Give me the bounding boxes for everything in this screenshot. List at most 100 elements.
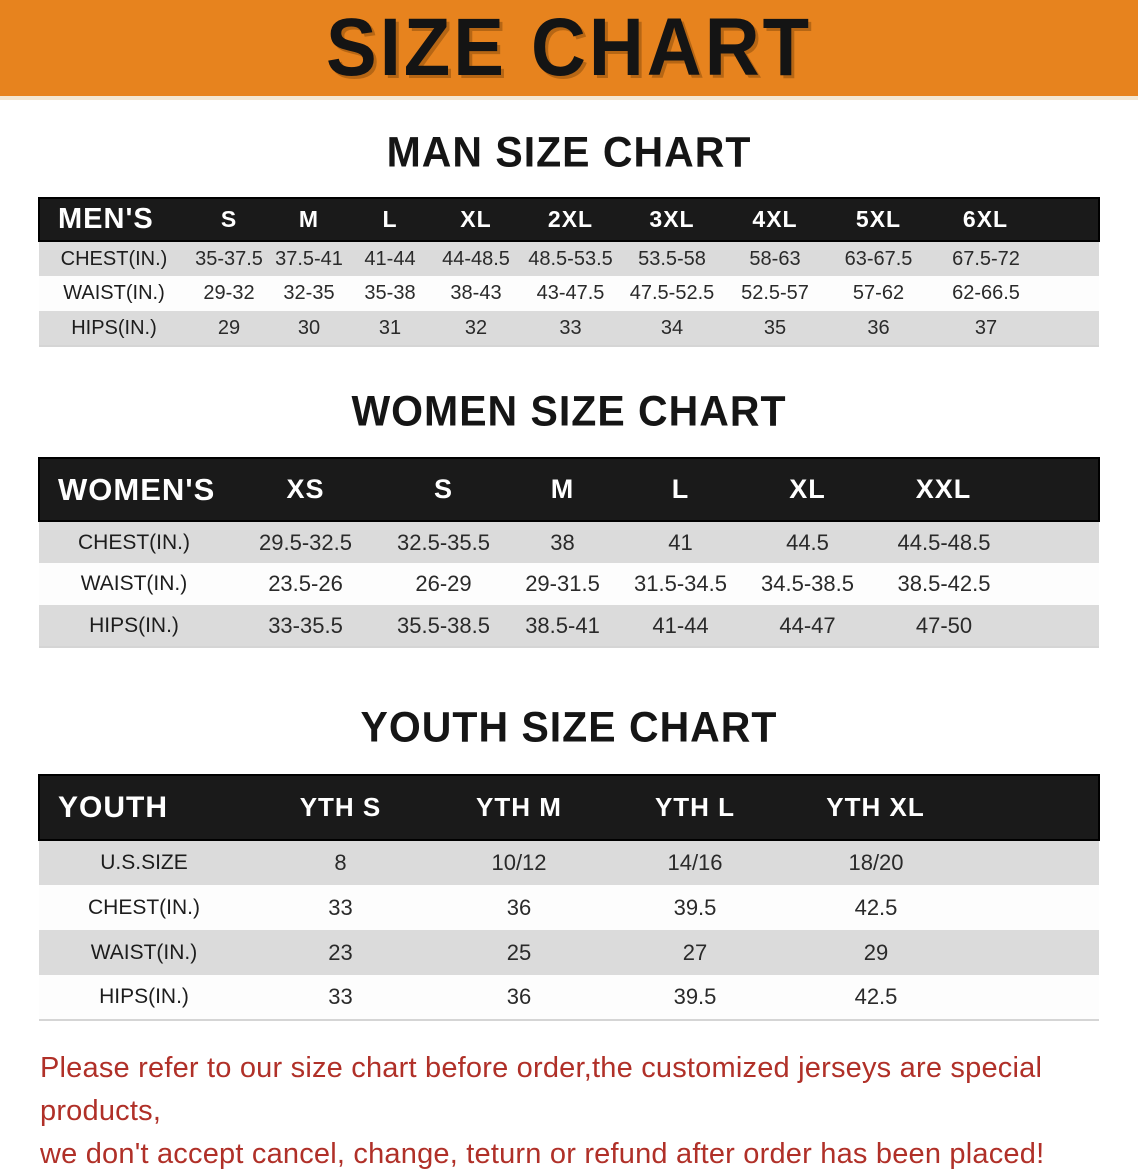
size-value-cell: 41-44 — [652, 612, 709, 638]
size-column-header: XL — [789, 474, 826, 504]
size-value-cell: 30 — [297, 316, 321, 339]
measurement-row-label: WAIST(IN.) — [90, 940, 198, 964]
disclaimer-line-2: we don't accept cancel, change, teturn o… — [40, 1138, 1045, 1170]
size-value-cell: 10/12 — [491, 850, 547, 875]
youth-size-table: YOUTH YTH S YTH M YTH L YTH XL U.S.SIZE 8 10/12… — [38, 774, 1100, 1021]
size-value-cell: 48.5-53.5 — [528, 247, 613, 270]
banner: SIZE CHART — [0, 0, 1138, 100]
size-value-cell: 62-66.5 — [952, 282, 1020, 304]
header-row: MEN'S S M L XL 2XL 3XL 4XL 5XL 6XL — [39, 198, 1099, 241]
size-value-cell: 41-44 — [364, 247, 416, 270]
size-value-cell: 47.5-52.5 — [629, 282, 715, 304]
size-value-cell: 29 — [863, 939, 889, 965]
measurement-row: CHEST(IN.) 35-37.5 37.5-41 41-44 44-48.5 48.5… — [39, 241, 1099, 276]
measurement-row-label: CHEST(IN.) — [60, 247, 168, 270]
size-value-cell: 53.5-58 — [638, 247, 706, 270]
size-column-header: L — [671, 474, 690, 504]
measurement-row-label: WAIST(IN.) — [80, 572, 188, 595]
disclaimer-line-1: Please refer to our size chart before or… — [40, 1052, 1043, 1127]
youth-size-section: YOUTH SIZE CHART YOUTH YTH S YTH M YTH L YTH… — [0, 703, 1138, 1021]
disclaimer: Please refer to our size chart before or… — [40, 1047, 1100, 1176]
size-value-cell: 37.5-41 — [275, 247, 343, 270]
measurement-row-label: U.S.SIZE — [100, 851, 188, 874]
size-table-body: CHEST(IN.) 35-37.5 37.5-41 41-44 44-48.5 48.5… — [39, 241, 1099, 346]
size-value-cell: 52.5-57 — [741, 282, 809, 304]
measurement-row: WAIST(IN.) 29-32 32-35 35-38 38-43 43-47.5 47.… — [39, 276, 1099, 311]
women-size-section: WOMEN SIZE CHART WOMEN'S XS S M L XL XXL CHEST(… — [0, 387, 1138, 648]
size-value-cell: 41 — [668, 529, 693, 555]
size-column-header: 6XL — [962, 206, 1009, 232]
header-row: WOMEN'S XS S M L XL XXL — [39, 458, 1099, 521]
size-value-cell: 44-48.5 — [442, 247, 510, 270]
size-value-cell: 14/16 — [667, 850, 723, 875]
size-value-cell: 18/20 — [848, 850, 904, 875]
size-column-header: L — [382, 206, 398, 232]
measurement-row: WAIST(IN.) 23 25 27 29 — [39, 930, 1099, 975]
size-value-cell: 63-67.5 — [844, 247, 913, 270]
size-column-header: YTH M — [476, 792, 562, 822]
size-value-cell: 42.5 — [854, 984, 898, 1009]
size-value-cell: 43-47.5 — [536, 282, 605, 304]
measurement-row: HIPS(IN.) 33-35.5 35.5-38.5 38.5-41 41-44 44-… — [39, 605, 1099, 647]
size-value-cell: 32 — [464, 316, 488, 339]
size-column-header: M — [298, 206, 320, 232]
size-value-cell: 44-47 — [779, 612, 836, 638]
women-section-heading: WOMEN SIZE CHART — [351, 387, 787, 435]
table-corner-label: YOUTH — [58, 790, 168, 824]
size-value-cell: 26-29 — [415, 571, 472, 596]
size-column-header: YTH L — [654, 792, 736, 822]
size-value-cell: 29 — [217, 316, 241, 339]
size-value-cell: 57-62 — [852, 282, 905, 304]
size-value-cell: 23.5-26 — [268, 571, 343, 596]
size-value-cell: 25 — [506, 939, 532, 965]
size-table-body: U.S.SIZE 8 10/12 14/16 18/20 CHEST(IN.) 33 36 39… — [39, 840, 1099, 1020]
measurement-row: HIPS(IN.) 29 30 31 32 33 34 35 36 37 — [39, 311, 1099, 346]
size-value-cell: 67.5-72 — [952, 247, 1020, 270]
measurement-row-label: HIPS(IN.) — [71, 316, 157, 339]
size-value-cell: 39.5 — [673, 984, 717, 1009]
men-size-table: MEN'S S M L XL 2XL 3XL 4XL 5XL 6XL CHEST(IN.) 35-37… — [38, 197, 1100, 347]
size-column-header: XS — [286, 474, 325, 504]
measurement-row: CHEST(IN.) 29.5-32.5 32.5-35.5 38 41 44.5 44.5… — [39, 521, 1099, 563]
size-value-cell: 34.5-38.5 — [761, 571, 854, 596]
measurement-row: CHEST(IN.) 33 36 39.5 42.5 — [39, 885, 1099, 930]
size-value-cell: 44.5 — [786, 529, 829, 555]
size-column-header: 4XL — [752, 206, 798, 232]
size-value-cell: 38.5-41 — [525, 612, 600, 638]
header-row: YOUTH YTH S YTH M YTH L YTH XL — [39, 775, 1099, 840]
size-table-body: CHEST(IN.) 29.5-32.5 32.5-35.5 38 41 44.5 44.5… — [39, 521, 1099, 647]
size-column-header: S — [220, 206, 238, 232]
size-value-cell: 33 — [559, 316, 582, 339]
size-value-cell: 47-50 — [915, 612, 973, 638]
size-value-cell: 31.5-34.5 — [634, 571, 727, 596]
size-value-cell: 33 — [328, 984, 353, 1009]
measurement-row-label: CHEST(IN.) — [78, 530, 190, 554]
youth-section-heading: YOUTH SIZE CHART — [360, 703, 778, 751]
size-value-cell: 38 — [550, 529, 575, 555]
size-table-header: WOMEN'S XS S M L XL XXL — [39, 458, 1099, 521]
size-value-cell: 32-35 — [283, 282, 335, 304]
size-column-header: YTH XL — [826, 792, 925, 822]
size-value-cell: 36 — [506, 984, 532, 1009]
size-value-cell: 32.5-35.5 — [397, 529, 490, 555]
size-value-cell: 58-63 — [749, 247, 801, 270]
measurement-row: U.S.SIZE 8 10/12 14/16 18/20 — [39, 840, 1099, 885]
men-section-heading: MAN SIZE CHART — [386, 128, 752, 176]
measurement-row-label: HIPS(IN.) — [89, 613, 179, 637]
size-column-header: 2XL — [547, 206, 594, 232]
size-value-cell: 29-31.5 — [525, 571, 600, 596]
size-column-header: XL — [460, 206, 492, 232]
size-value-cell: 31 — [378, 316, 402, 339]
men-size-section: MAN SIZE CHART MEN'S S M L XL 2XL 3XL 4XL 5XL 6XL… — [0, 128, 1138, 347]
size-value-cell: 42.5 — [854, 894, 898, 920]
size-value-cell: 37 — [974, 316, 998, 339]
measurement-row-label: CHEST(IN.) — [88, 895, 200, 919]
size-value-cell: 23 — [328, 939, 353, 965]
women-size-table: WOMEN'S XS S M L XL XXL CHEST(IN.) 29.5-32.5 32.5… — [38, 457, 1100, 648]
page-title: SIZE CHART — [326, 1, 812, 94]
size-value-cell: 38-43 — [450, 282, 502, 304]
size-value-cell: 35-38 — [364, 282, 416, 304]
measurement-row: HIPS(IN.) 33 36 39.5 42.5 — [39, 975, 1099, 1020]
size-value-cell: 33-35.5 — [268, 612, 343, 638]
